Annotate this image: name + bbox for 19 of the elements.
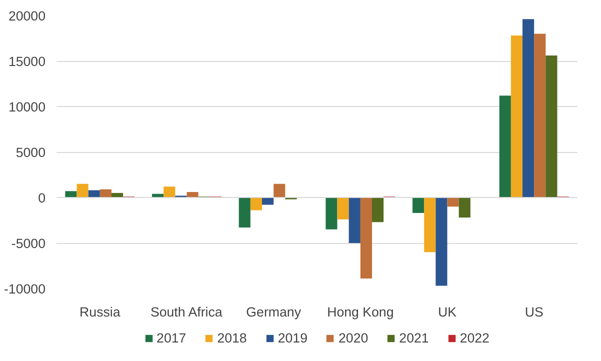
y-tick-label: 10000 (8, 100, 46, 114)
y-tick-label: 5000 (16, 145, 46, 160)
x-tick-label: UK (438, 304, 457, 320)
x-tick-label: South Africa (150, 304, 223, 320)
x-tick-label: Germany (246, 304, 302, 320)
legend-label: 2021 (399, 330, 429, 346)
legend-label: 2017 (156, 330, 186, 346)
legend-label: 2019 (278, 330, 308, 346)
legend-label: 2020 (338, 330, 368, 346)
y-tick-label: 0 (38, 190, 46, 206)
x-tick-label: US (524, 304, 544, 320)
y-tick-label: -10000 (4, 282, 46, 296)
y-tick-label: -5000 (11, 236, 46, 251)
x-tick-label: Russia (80, 304, 121, 320)
legend-label: 2018 (217, 330, 247, 346)
y-tick-label: 20000 (8, 8, 46, 24)
y-tick-label: 15000 (8, 54, 46, 69)
x-tick-label: Hong Kong (327, 304, 394, 320)
legend-label: 2022 (460, 330, 490, 346)
